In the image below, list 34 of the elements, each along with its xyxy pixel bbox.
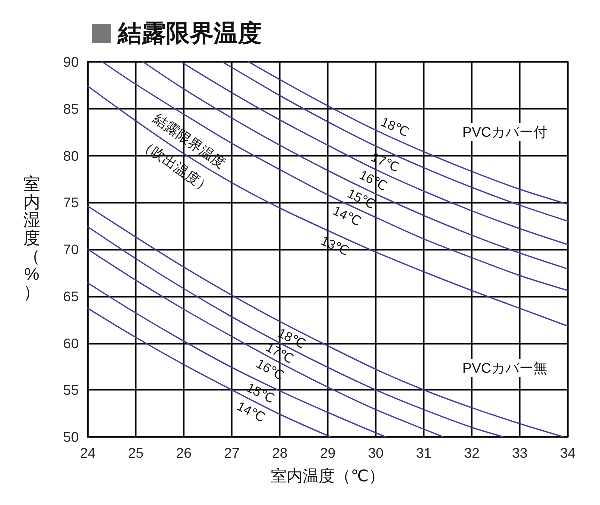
line-series	[87, 226, 504, 438]
y-tick-label: 60	[63, 335, 80, 352]
x-tick-label: 26	[176, 445, 192, 461]
line-series	[87, 308, 332, 438]
line-series	[87, 86, 569, 328]
x-tick-label: 29	[320, 445, 336, 461]
y-tick-label: 80	[63, 148, 80, 164]
y-axis-title: 室内湿度（%）	[22, 175, 42, 302]
y-tick-label: 50	[63, 429, 80, 445]
x-tick-label: 31	[416, 445, 432, 461]
annotation: PVCカバー無	[462, 360, 548, 376]
x-axis-title: 室内温度（℃）	[271, 468, 385, 486]
x-tick-label: 27	[224, 445, 240, 461]
x-tick-label: 24	[80, 445, 96, 461]
chart-title: 結露限界温度	[117, 20, 262, 48]
y-tick-label: 65	[63, 288, 80, 304]
x-tick-label: 34	[560, 445, 576, 461]
x-tick-label: 32	[464, 445, 480, 461]
text: 13℃	[318, 233, 352, 259]
x-tick-label: 30	[368, 445, 384, 461]
y-tick-label: 75	[63, 194, 80, 211]
text: 15℃	[244, 380, 278, 406]
y-tick-label: 90	[63, 54, 80, 70]
text: 18℃	[378, 114, 412, 140]
y-tick-label: 70	[63, 242, 80, 258]
x-tick-label: 25	[128, 445, 144, 461]
y-tick-label: 55	[63, 382, 80, 398]
line-series	[87, 282, 386, 438]
annotation: PVCカバー付	[462, 124, 548, 140]
line-series	[142, 61, 569, 270]
line-series	[102, 61, 569, 292]
x-tick-label: 28	[272, 445, 288, 461]
x-tick-label: 33	[512, 445, 528, 461]
y-tick-label: 85	[63, 100, 80, 117]
